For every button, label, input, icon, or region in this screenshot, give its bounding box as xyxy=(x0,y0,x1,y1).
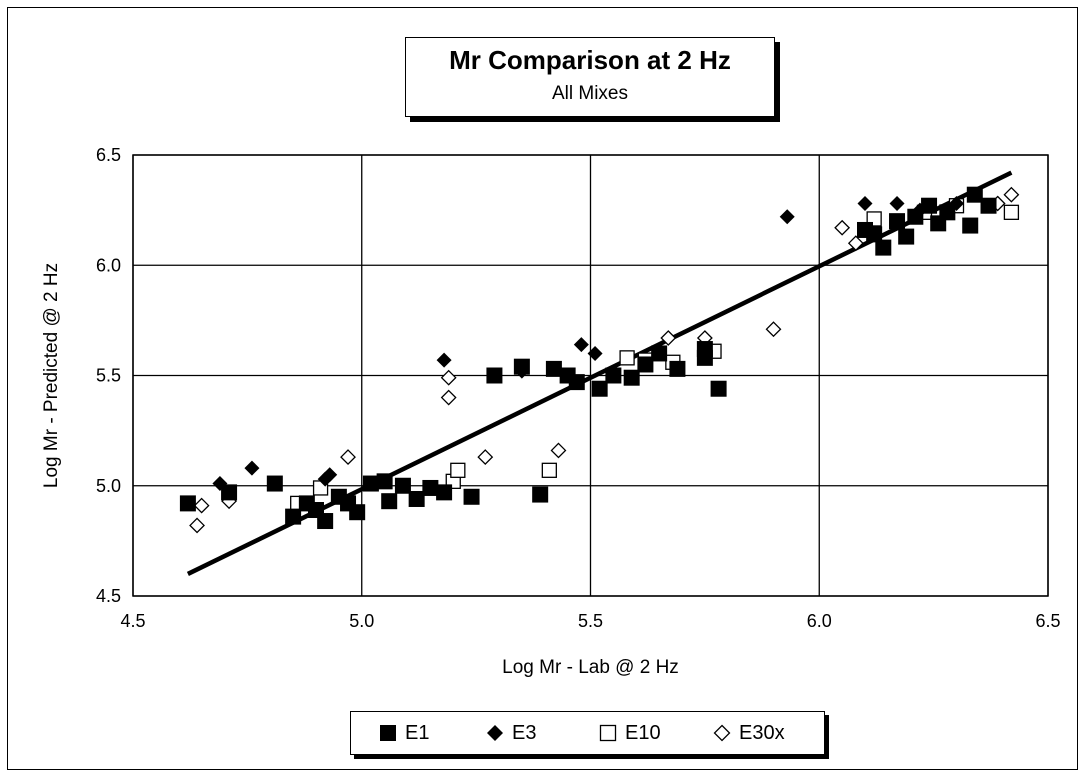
point-e1 xyxy=(907,208,924,225)
point-e30x xyxy=(765,321,782,338)
point-e1 xyxy=(486,367,503,384)
legend-label-e30x: E30x xyxy=(739,721,785,744)
point-e10 xyxy=(450,462,466,478)
point-e30x xyxy=(834,219,851,236)
point-e1 xyxy=(651,345,668,362)
point-e3 xyxy=(779,209,795,225)
point-e3 xyxy=(587,345,603,361)
point-e1 xyxy=(605,367,622,384)
y-axis-label: Log Mr - Predicted @ 2 Hz xyxy=(41,263,62,488)
point-e30x xyxy=(193,497,210,514)
point-e1 xyxy=(317,513,334,530)
point-e1 xyxy=(266,475,283,492)
x-tick-label: 5.0 xyxy=(349,611,374,631)
chart-frame xyxy=(7,7,1078,770)
legend-marker-square-filled xyxy=(380,725,396,741)
point-e1 xyxy=(436,484,453,501)
point-e30x xyxy=(477,449,494,466)
point-e1 xyxy=(939,204,956,221)
point-e3 xyxy=(573,337,589,353)
point-e30x xyxy=(340,449,356,466)
point-e1 xyxy=(179,495,196,512)
point-e1 xyxy=(669,360,686,377)
chart-title: Mr Comparison at 2 Hz xyxy=(449,45,731,75)
x-tick-label: 6.0 xyxy=(807,611,832,631)
point-e1 xyxy=(376,473,393,490)
point-e1 xyxy=(889,213,906,230)
point-e1 xyxy=(866,226,883,243)
point-e30x xyxy=(189,517,205,534)
legend-label-e10: E10 xyxy=(625,721,661,744)
point-e1 xyxy=(221,484,238,501)
point-e30x xyxy=(660,330,677,346)
y-tick-label: 5.0 xyxy=(96,476,121,496)
point-e1 xyxy=(921,197,938,214)
point-e3 xyxy=(889,196,905,212)
legend-marker-square-open xyxy=(599,724,617,742)
legend-label-e1: E1 xyxy=(405,721,430,744)
point-e1 xyxy=(513,358,530,375)
point-e3 xyxy=(244,460,260,476)
point-e1 xyxy=(966,186,983,203)
point-e30x xyxy=(440,369,457,386)
point-e1 xyxy=(980,197,997,214)
x-tick-label: 6.5 xyxy=(1035,611,1060,631)
point-e1 xyxy=(545,360,562,377)
plot-area-border xyxy=(132,154,1049,597)
point-e30x xyxy=(1003,186,1020,203)
point-e10 xyxy=(1003,204,1020,220)
point-e1 xyxy=(285,508,302,525)
point-e1 xyxy=(637,356,654,373)
point-e10 xyxy=(541,462,557,478)
point-e1 xyxy=(898,228,915,245)
point-e1 xyxy=(710,380,727,397)
point-e3 xyxy=(322,467,338,483)
legend-marker-diamond-filled xyxy=(487,725,503,741)
legend-marker-diamond-open xyxy=(713,724,731,742)
point-e1 xyxy=(349,504,366,521)
point-e1 xyxy=(422,479,439,496)
legend-item-e30x: E30x xyxy=(713,720,785,746)
x-tick-label: 5.5 xyxy=(578,611,603,631)
legend-item-e1: E1 xyxy=(379,720,429,746)
legend-item-e10: E10 xyxy=(599,720,661,746)
point-e1 xyxy=(463,488,480,505)
data-points xyxy=(179,186,1020,534)
point-e30x xyxy=(847,235,864,252)
tick-labels: 4.5 5.0 5.5 6.0 6.5 4.5 5.0 5.5 6.0 6.5 xyxy=(96,145,1061,631)
point-e1 xyxy=(962,217,979,234)
legend-label-e3: E3 xyxy=(512,721,537,744)
y-tick-label: 6.5 xyxy=(96,145,121,165)
y-tick-label: 5.5 xyxy=(96,366,121,386)
point-e1 xyxy=(568,374,585,391)
chart-title-box: Mr Comparison at 2 Hz All Mixes xyxy=(405,37,775,117)
point-e1 xyxy=(394,477,411,494)
y-tick-label: 4.5 xyxy=(96,586,121,606)
point-e30x xyxy=(550,442,567,459)
point-e1 xyxy=(623,369,640,386)
point-e1 xyxy=(381,493,398,510)
point-e1 xyxy=(408,490,425,507)
point-e10 xyxy=(619,350,635,366)
chart-subtitle: All Mixes xyxy=(551,83,628,104)
x-tick-label: 4.5 xyxy=(120,611,145,631)
point-e1 xyxy=(875,239,892,256)
point-e1 xyxy=(696,341,713,358)
legend-item-e3: E3 xyxy=(486,720,536,746)
x-axis-label: Log Mr - Lab @ 2 Hz xyxy=(502,657,679,678)
point-e1 xyxy=(362,475,379,492)
y-tick-label: 6.0 xyxy=(96,255,121,275)
point-e1 xyxy=(532,486,549,503)
point-e3 xyxy=(436,352,452,368)
point-e3 xyxy=(857,196,873,212)
point-e1 xyxy=(591,380,608,397)
legend: E1 E3 E10 E30x xyxy=(350,711,825,755)
point-e30x xyxy=(440,389,457,406)
